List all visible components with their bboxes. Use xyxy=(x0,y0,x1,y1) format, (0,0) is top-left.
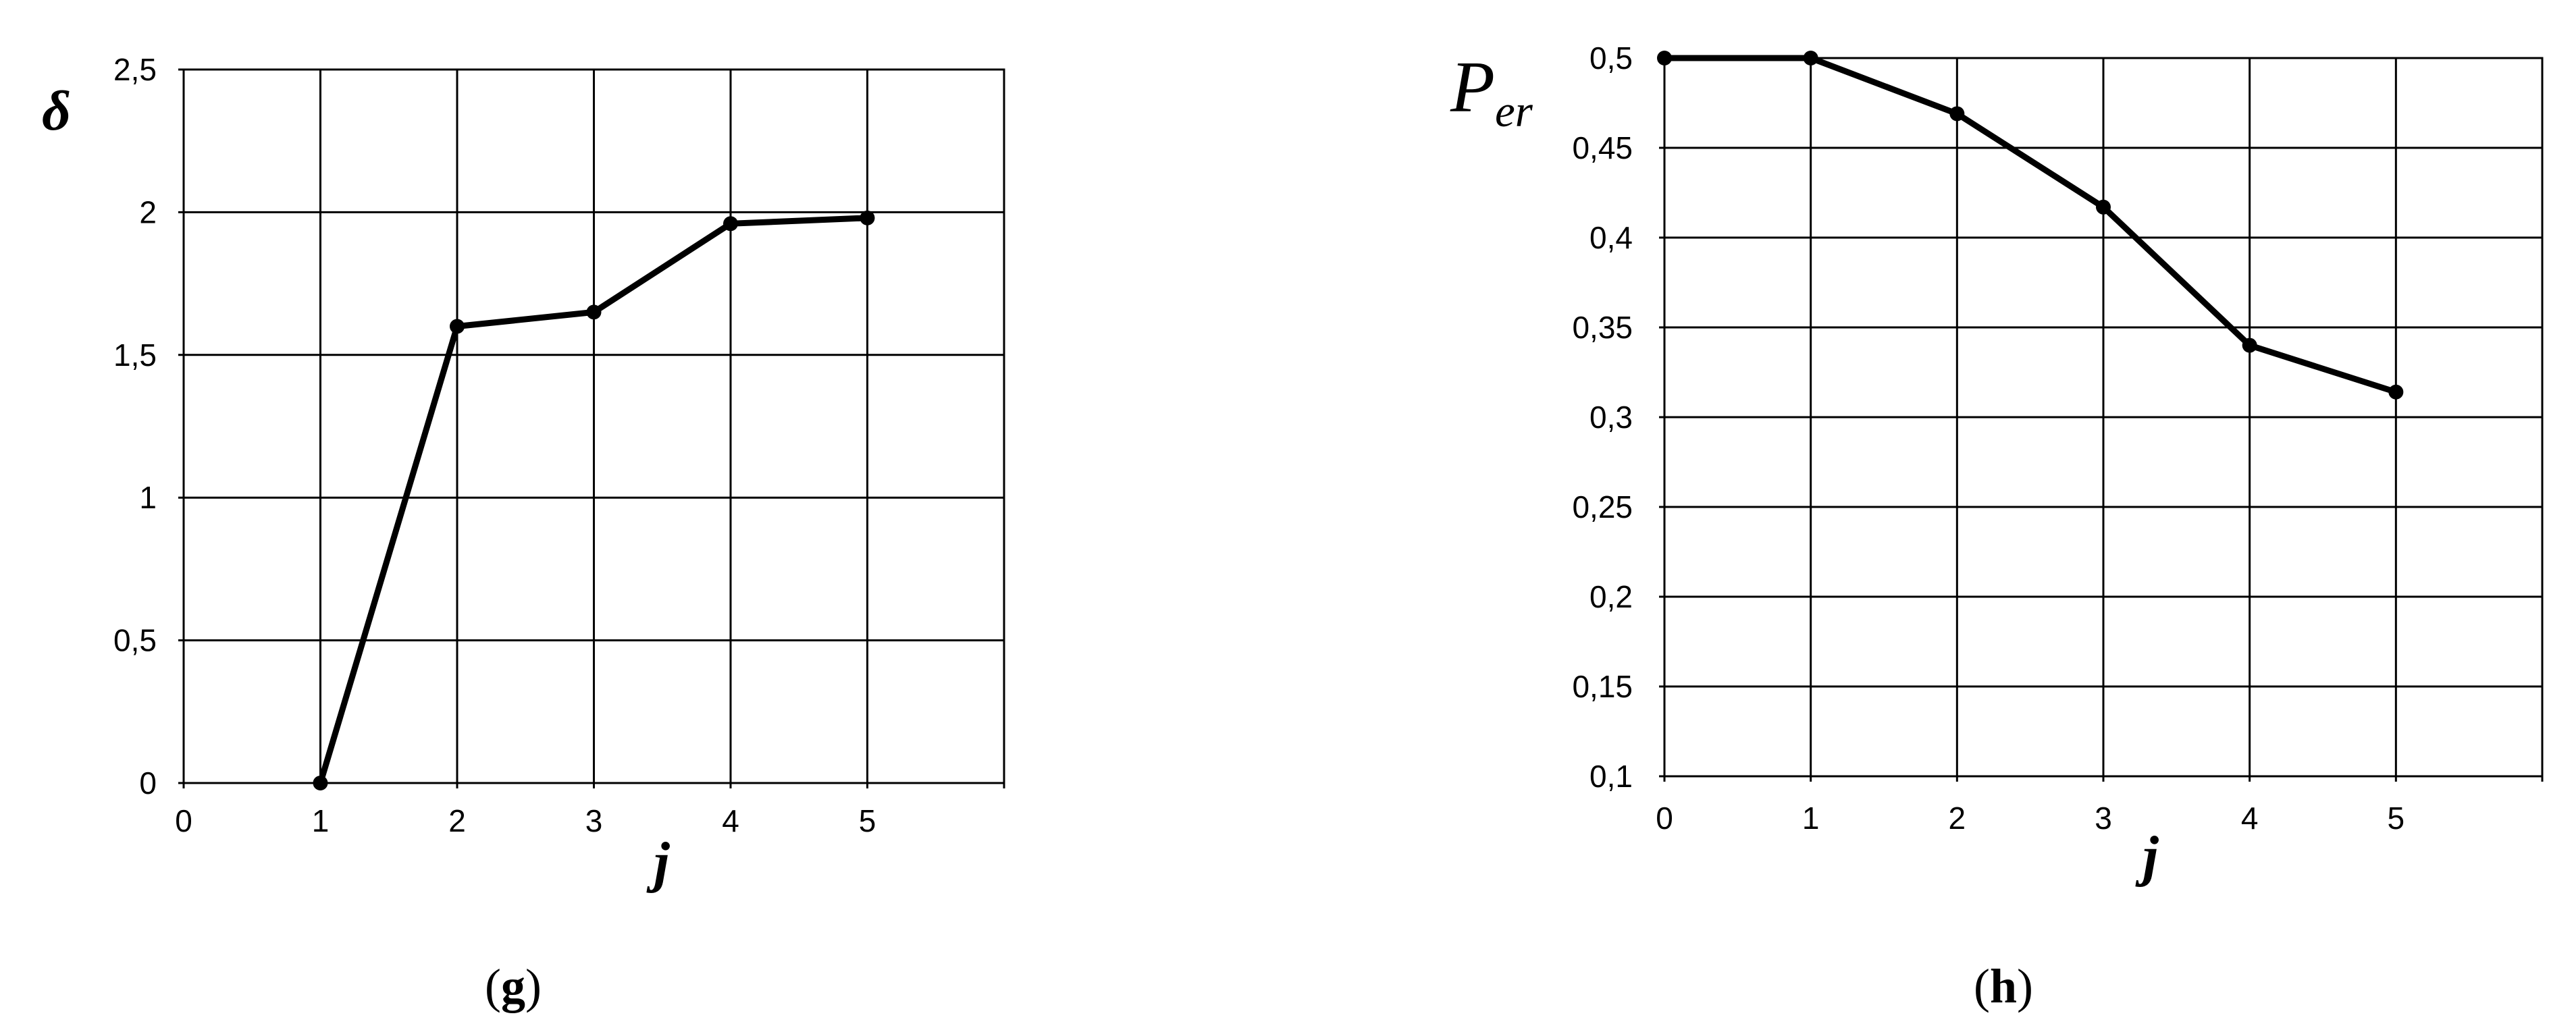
y-axis-label-main: P xyxy=(1450,47,1495,128)
panel-letter: h xyxy=(1990,959,2017,1013)
y-tick-label: 1 xyxy=(139,480,157,515)
y-axis-label-subscript: er xyxy=(1495,86,1533,136)
data-point xyxy=(860,210,875,225)
y-tick-label: 2 xyxy=(139,194,157,230)
x-tick-label: 0 xyxy=(175,803,192,838)
x-tick-label: 5 xyxy=(859,803,876,838)
y-tick-label: 1,5 xyxy=(113,338,157,373)
y-tick-label: 0,5 xyxy=(113,623,157,658)
x-tick-label: 1 xyxy=(1802,801,1820,836)
x-axis-label: j xyxy=(2135,825,2159,888)
chart-g: 0 0,5 1 1,5 2 2,5 0 1 2 3 4 5 δ j (g) xyxy=(42,52,1005,1013)
x-tick-label: 4 xyxy=(722,803,739,838)
y-tick-label: 0,35 xyxy=(1572,310,1633,345)
y-tick-label: 0,25 xyxy=(1572,489,1633,524)
y-tick-label: 0,2 xyxy=(1589,579,1633,614)
y-axis-label: Per xyxy=(1450,47,1533,136)
data-point xyxy=(2242,338,2257,353)
x-tick-label: 2 xyxy=(1949,801,1966,836)
data-point xyxy=(586,304,602,320)
data-point xyxy=(2096,199,2111,215)
y-tick-label: 0 xyxy=(139,765,157,801)
data-point xyxy=(723,216,738,232)
y-tick-label: 0,1 xyxy=(1589,759,1633,794)
panel-caption: (h) xyxy=(1974,959,2033,1013)
y-axis-label: δ xyxy=(42,80,71,142)
data-point xyxy=(1803,51,1818,65)
plot-frame xyxy=(182,68,1005,784)
y-tick-label: 0,4 xyxy=(1589,220,1633,255)
y-tick-label: 0,3 xyxy=(1589,400,1633,435)
panel-caption: (g) xyxy=(485,959,542,1013)
x-tick-label: 1 xyxy=(312,803,330,838)
x-tick-label: 4 xyxy=(2241,801,2259,836)
data-point xyxy=(1657,51,1672,65)
series-line xyxy=(1661,55,2399,396)
data-point xyxy=(450,319,465,334)
data-point xyxy=(2388,384,2404,400)
x-tick-label: 5 xyxy=(2388,801,2405,836)
x-tick-label: 3 xyxy=(2095,801,2112,836)
data-point xyxy=(1949,106,1965,122)
x-tick-label: 3 xyxy=(585,803,603,838)
panel-letter: g xyxy=(501,959,525,1013)
y-tick-label: 0,5 xyxy=(1589,41,1633,76)
y-tick-label: 2,5 xyxy=(113,52,157,87)
x-tick-label: 0 xyxy=(1656,801,1673,836)
x-tick-label: 2 xyxy=(448,803,466,838)
y-tick-label: 0,45 xyxy=(1572,130,1633,165)
x-axis-label: j xyxy=(646,831,670,894)
data-point xyxy=(313,776,328,790)
plot-frame xyxy=(1663,57,2544,778)
chart-h: 0,1 0,15 0,2 0,25 0,3 0,35 0,4 0,45 0,5 0 1 2 3 4 5 Per… xyxy=(1450,41,2544,1013)
y-tick-label: 0,15 xyxy=(1572,669,1633,704)
